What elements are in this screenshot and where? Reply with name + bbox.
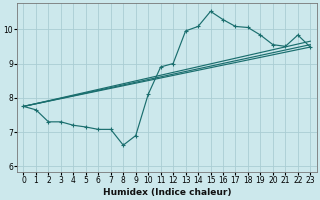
X-axis label: Humidex (Indice chaleur): Humidex (Indice chaleur) xyxy=(103,188,231,197)
